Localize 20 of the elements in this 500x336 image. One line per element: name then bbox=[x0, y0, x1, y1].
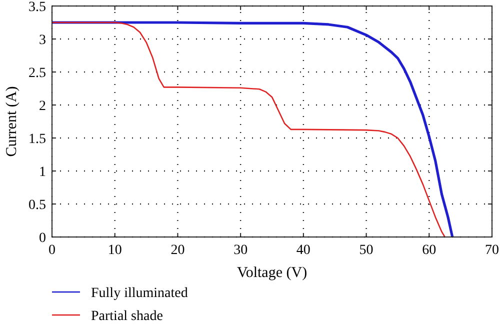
legend-label: Fully illuminated bbox=[91, 286, 188, 301]
y-tick-label: 0 bbox=[39, 231, 46, 246]
y-tick-label: 1 bbox=[39, 165, 46, 180]
x-tick-label: 20 bbox=[170, 243, 185, 258]
x-tick-label: 60 bbox=[422, 243, 436, 258]
x-tick-label: 30 bbox=[234, 243, 248, 258]
y-tick-label: 3 bbox=[39, 33, 46, 48]
y-tick-label: 0.5 bbox=[28, 198, 46, 213]
x-tick-label: 10 bbox=[108, 243, 122, 258]
legend-label: Partial shade bbox=[91, 309, 163, 324]
y-tick-label: 1.5 bbox=[28, 132, 46, 147]
y-tick-label: 3.5 bbox=[28, 0, 46, 15]
y-tick-label: 2.5 bbox=[28, 66, 46, 81]
x-axis-title: Voltage (V) bbox=[236, 265, 308, 281]
x-tick-label: 70 bbox=[485, 243, 499, 258]
x-tick-label: 40 bbox=[296, 243, 310, 258]
y-axis-title: Current (A) bbox=[4, 86, 20, 157]
x-tick-label: 50 bbox=[359, 243, 374, 258]
x-tick-label: 0 bbox=[48, 243, 56, 258]
y-tick-label: 2 bbox=[39, 99, 46, 114]
